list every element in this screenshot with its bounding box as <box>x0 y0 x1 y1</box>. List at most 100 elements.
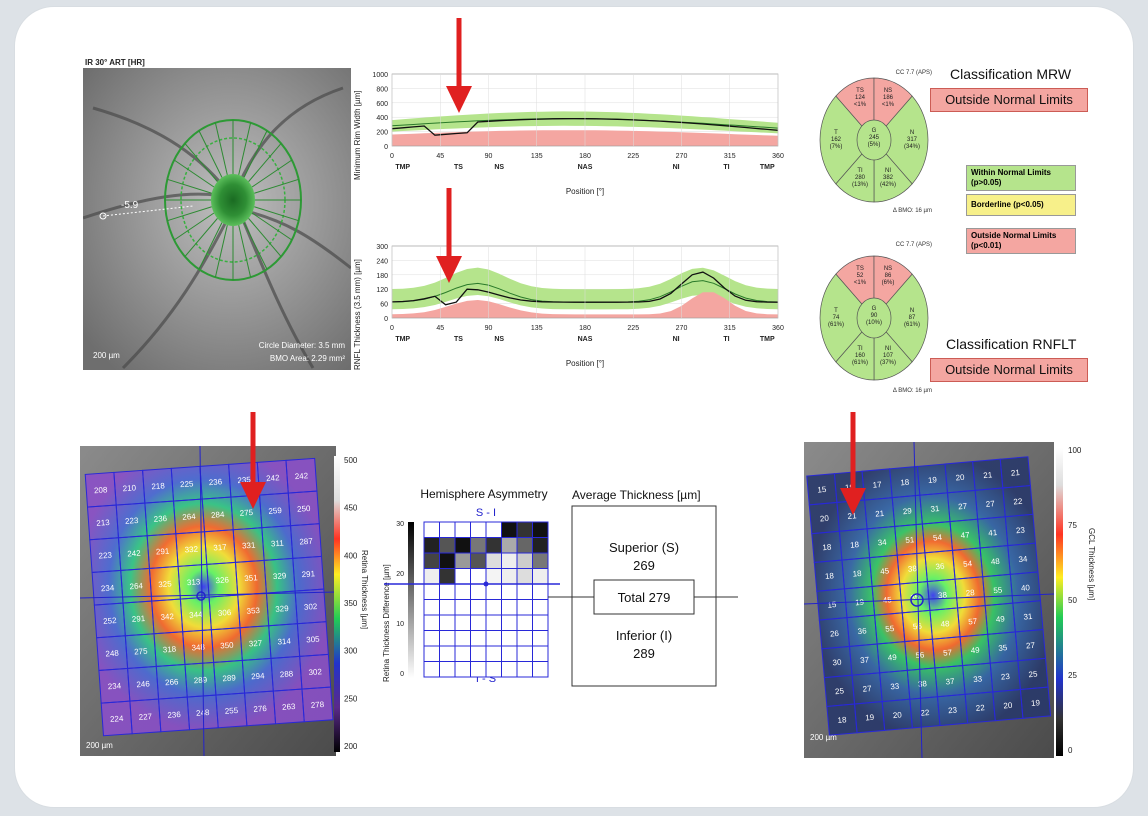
pie-value-t: 162 <box>831 137 842 143</box>
asymmetry-cell <box>439 521 456 538</box>
fundus-bmo-area: BMO Area: 2.29 mm² <box>270 354 345 363</box>
pie-value-g: 245 <box>869 135 880 141</box>
asymmetry-cell <box>501 645 518 662</box>
pie-value-ts: 52 <box>857 273 864 279</box>
retina-value: 223 <box>98 551 112 561</box>
retina-value: 264 <box>129 581 143 591</box>
fundus-spoke <box>167 206 212 222</box>
asymmetry-cell <box>485 614 502 631</box>
gcl-value: 21 <box>1011 468 1021 478</box>
rnfl-xtick: 180 <box>579 325 591 332</box>
pie-pct-n: (61%) <box>904 322 920 328</box>
asymmetry-cell <box>532 599 549 616</box>
mrw-pie-footer: Δ BMO: 16 µm <box>893 208 932 214</box>
asymmetry-cell <box>439 614 456 631</box>
asymmetry-cell <box>454 661 471 678</box>
retina-map-panel: 208 210 218 225 236 235 242 242 213 223 236 264 284 2… <box>79 445 380 758</box>
retina-colorbar-tick: 350 <box>344 599 358 608</box>
asymmetry-cell <box>516 537 533 554</box>
gcl-value: 54 <box>933 533 943 543</box>
asymmetry-cell <box>470 630 487 647</box>
fundus-spoke <box>167 178 212 194</box>
gcl-value: 31 <box>930 504 940 514</box>
retina-value: 288 <box>280 669 294 679</box>
retina-colorbar-tick: 200 <box>344 742 358 751</box>
rnfl-ytick: 0 <box>384 316 388 323</box>
asymmetry-cell <box>532 661 549 678</box>
asymmetry-cell <box>485 568 502 585</box>
asymmetry-cell <box>501 614 518 631</box>
fundus-scale-label: 200 µm <box>93 351 120 360</box>
retina-value: 327 <box>249 639 263 649</box>
pie-value-t: 74 <box>833 315 840 321</box>
fundus-spoke <box>198 130 223 178</box>
gcl-value: 40 <box>1021 583 1031 593</box>
asymmetry-cell <box>454 552 471 569</box>
asymmetry-cell <box>454 630 471 647</box>
pie-value-ti: 280 <box>855 175 866 181</box>
pie-value-ni: 107 <box>883 353 894 359</box>
retina-value: 348 <box>191 643 205 653</box>
retina-value: 246 <box>136 679 150 689</box>
retina-value: 291 <box>132 614 146 624</box>
asymmetry-cell <box>439 568 456 585</box>
retina-value: 255 <box>224 706 238 716</box>
asymmetry-cell <box>423 661 440 678</box>
fundus-spoke <box>173 159 215 188</box>
asymmetry-cell <box>439 583 456 600</box>
asymmetry-cell <box>470 645 487 662</box>
gcl-value: 20 <box>820 514 830 524</box>
asymmetry-cell <box>516 614 533 631</box>
pie-value-ns: 86 <box>885 273 892 279</box>
fundus-angle-label: -5.9 <box>121 200 139 211</box>
retina-value: 287 <box>299 537 313 547</box>
legend-within: Within Normal Limits (p>0.05) <box>966 165 1076 191</box>
pie-label-ti: TI <box>857 168 863 174</box>
retina-value: 236 <box>208 477 222 487</box>
retina-value: 250 <box>297 504 311 514</box>
retina-value: 236 <box>153 514 167 524</box>
retina-colorbar-tick: 250 <box>344 694 358 703</box>
retina-value: 291 <box>301 569 315 579</box>
asymmetry-cell <box>516 521 533 538</box>
asymmetry-cell <box>423 645 440 662</box>
asymmetry-cell <box>485 599 502 616</box>
pie-label-t: T <box>834 130 838 136</box>
gcl-colorbar-tick: 0 <box>1068 746 1073 755</box>
retina-value: 242 <box>127 549 141 559</box>
retina-value: 305 <box>306 635 320 645</box>
classification-mrw-title: Classification MRW <box>950 66 1072 82</box>
gcl-value: 49 <box>887 653 897 663</box>
rnfl-pie-header: CC 7.7 (APS) <box>896 242 932 248</box>
pie-label-ti: TI <box>857 346 863 352</box>
gcl-value: 18 <box>900 478 910 488</box>
gcl-value: 21 <box>875 509 885 519</box>
retina-map: 208 210 218 225 236 235 242 242 213 223 236 264 284 2… <box>79 445 369 757</box>
legend-outside-label: Outside Normal Limits <box>971 231 1057 240</box>
asymmetry-cell <box>423 614 440 631</box>
asymmetry-cell <box>439 537 456 554</box>
retina-value: 224 <box>110 714 124 724</box>
average-inferior-label: Inferior (I) <box>616 628 672 643</box>
asymmetry-cell <box>454 614 471 631</box>
gcl-colorbar-label: GCL Thickness [µm] <box>1087 528 1096 600</box>
rnfl-ytick: 180 <box>376 273 388 280</box>
red-arrow-gcl <box>840 412 866 515</box>
gcl-cell <box>1019 686 1052 719</box>
asymmetry-cell <box>532 630 549 647</box>
retina-value: 314 <box>277 637 291 647</box>
rnfl-xtick: 225 <box>627 325 639 332</box>
asymmetry-tick: 20 <box>396 571 404 578</box>
gcl-value: 37 <box>945 677 955 687</box>
fundus-spoke <box>238 225 252 278</box>
legend-borderline: Borderline (p<0.05) <box>966 194 1076 216</box>
rnfl-sector-label: NI <box>673 336 680 343</box>
rnfl-sector-label: NS <box>494 336 504 343</box>
retina-value: 275 <box>239 508 253 518</box>
gcl-value: 18 <box>850 540 860 550</box>
asymmetry-tick: 30 <box>396 521 404 528</box>
asymmetry-cell <box>470 537 487 554</box>
retina-value: 236 <box>167 710 181 720</box>
gcl-value: 56 <box>913 622 923 632</box>
gcl-value: 22 <box>1013 497 1023 507</box>
